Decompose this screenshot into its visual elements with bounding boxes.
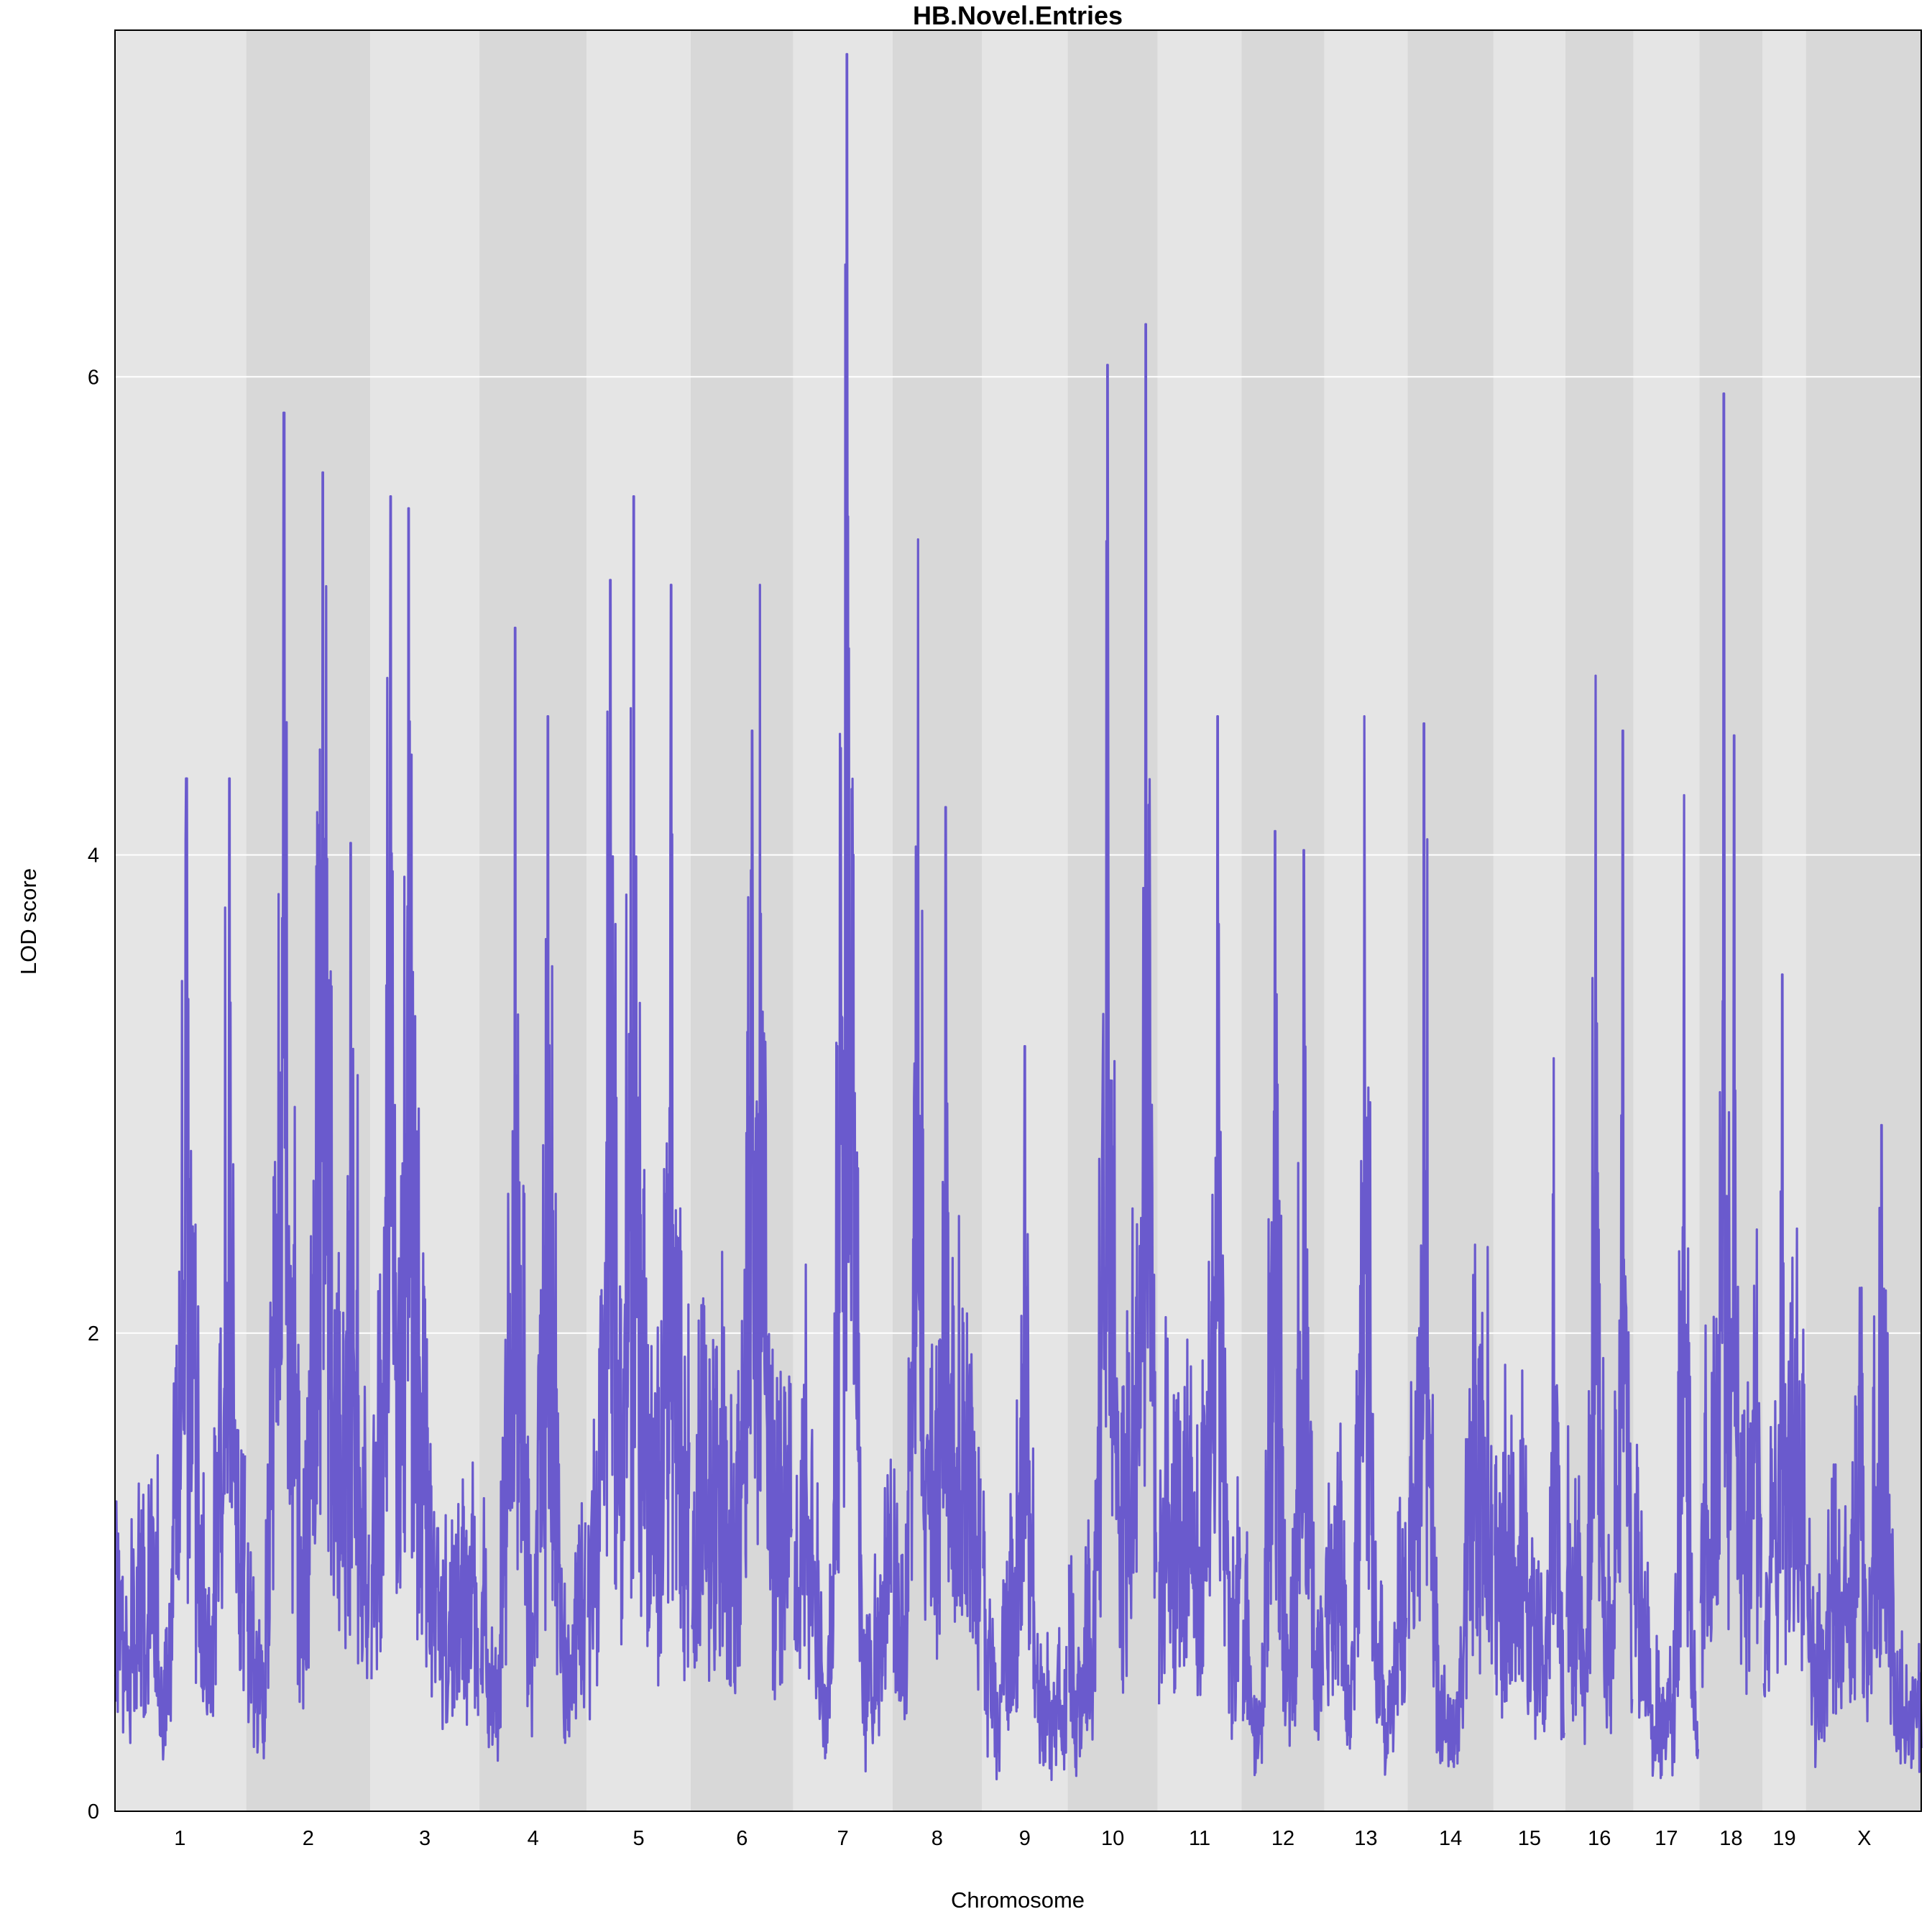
- lod-trace-chr-2: [246, 411, 370, 1760]
- lod-trace-chr-18: [1699, 392, 1763, 1696]
- x-tick-label-chr-16: 16: [1588, 1827, 1611, 1850]
- x-axis-chromosome-labels: 1 2 3 4 5 6 7 8 9 10 11 12 13 14 15 16 17 18 19 X: [174, 1827, 1871, 1850]
- x-tick-label-chr-1: 1: [174, 1827, 185, 1850]
- x-tick-label-chr-8: 8: [932, 1827, 943, 1850]
- x-tick-label-chr-2: 2: [303, 1827, 314, 1850]
- lod-trace-chr-10: [1067, 323, 1158, 1777]
- x-tick-label-chr-11: 11: [1189, 1827, 1210, 1850]
- lod-trace-chr-1: [114, 777, 247, 1761]
- x-tick-label-chr-18: 18: [1719, 1827, 1742, 1850]
- lod-trace-chr-4: [479, 626, 586, 1762]
- lod-trace-chr-17: [1633, 794, 1700, 1780]
- chromosome-band-7: [793, 30, 893, 1811]
- x-tick-label-chr-3: 3: [419, 1827, 431, 1850]
- y-tick-label: 6: [88, 366, 99, 389]
- y-axis-ticks: 0 2 4 6: [88, 366, 99, 1823]
- x-tick-label-chr-5: 5: [633, 1827, 645, 1850]
- y-tick-label: 4: [88, 845, 99, 868]
- x-tick-label-chr-X: X: [1857, 1827, 1871, 1850]
- lod-trace-chr-19: [1762, 973, 1806, 1698]
- x-tick-label-chr-12: 12: [1271, 1827, 1294, 1850]
- lod-trace-chr-15: [1494, 1057, 1565, 1741]
- lod-trace-chr-12: [1241, 829, 1325, 1777]
- x-tick-label-chr-4: 4: [528, 1827, 539, 1850]
- x-tick-label-chr-17: 17: [1655, 1827, 1678, 1850]
- lod-trace-chr-5: [586, 494, 691, 1721]
- lod-trace-chr-14: [1407, 722, 1494, 1768]
- x-tick-label-chr-15: 15: [1518, 1827, 1541, 1850]
- lod-trace-chr-9: [982, 1044, 1068, 1781]
- lod-trace-chr-8: [892, 538, 982, 1721]
- y-tick-label: 0: [88, 1800, 99, 1823]
- x-axis-label: Chromosome: [951, 1887, 1085, 1913]
- lod-trace-chr-6: [691, 584, 794, 1701]
- chart-title: HB.Novel.Entries: [913, 1, 1123, 30]
- x-tick-label-chr-13: 13: [1354, 1827, 1377, 1850]
- x-tick-label-chr-19: 19: [1772, 1827, 1795, 1850]
- x-tick-label-chr-14: 14: [1439, 1827, 1462, 1850]
- lod-trace-chr-X: [1806, 1123, 1923, 1773]
- lod-curve: [114, 52, 1923, 1781]
- chromosome-band-4: [479, 30, 587, 1811]
- y-axis-label: LOD score: [16, 868, 41, 975]
- lod-trace-chr-11: [1157, 714, 1242, 1740]
- x-tick-label-chr-10: 10: [1101, 1827, 1124, 1850]
- x-tick-label-chr-6: 6: [736, 1827, 748, 1850]
- y-tick-label: 2: [88, 1322, 99, 1346]
- lod-trace-chr-13: [1324, 714, 1408, 1776]
- lod-trace-chr-16: [1565, 674, 1634, 1745]
- x-tick-label-chr-7: 7: [837, 1827, 849, 1850]
- lod-trace-chr-7: [793, 52, 893, 1772]
- x-tick-label-chr-9: 9: [1019, 1827, 1031, 1850]
- lod-trace-chr-3: [370, 494, 479, 1731]
- plot-frame: [114, 29, 1922, 1812]
